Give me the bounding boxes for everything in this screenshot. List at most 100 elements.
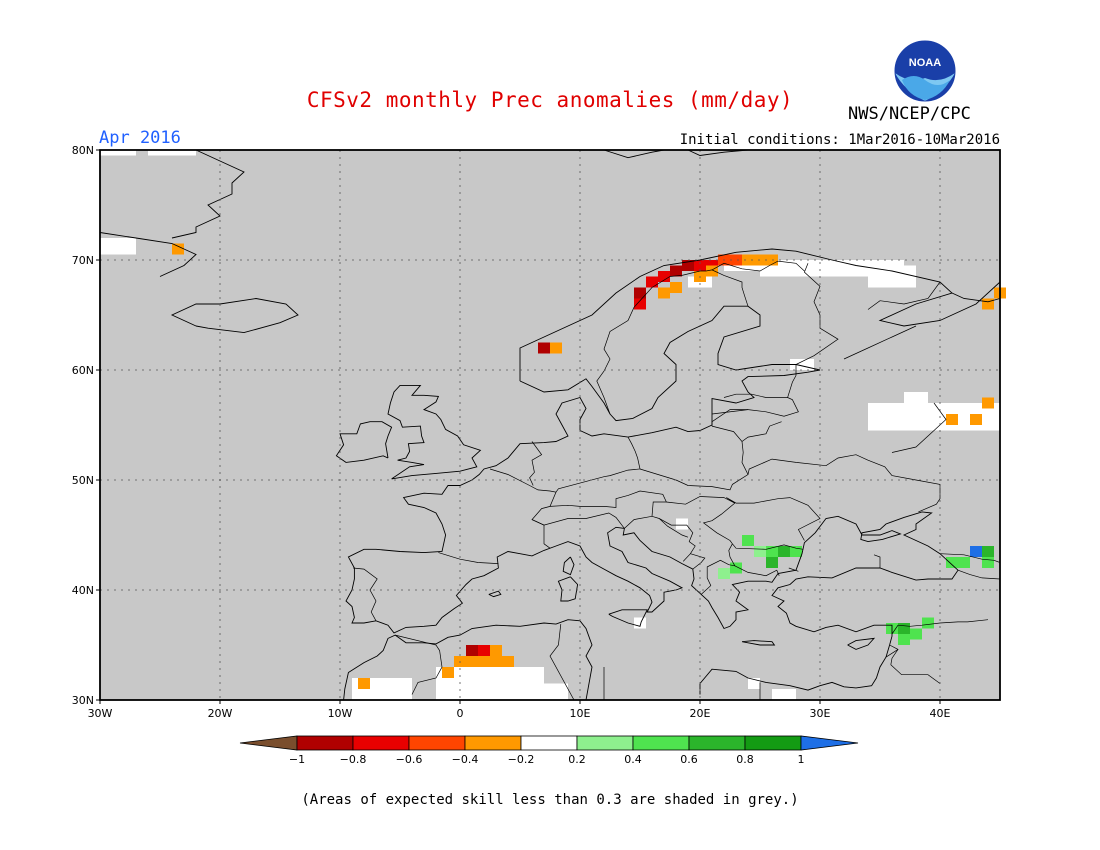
anomaly-cell [706,265,718,277]
coastline [847,637,876,650]
anomaly-cell [646,276,658,288]
country-border [897,619,989,627]
colorbar-segment [576,735,634,751]
anomaly-cell [910,628,922,640]
lat-label: 70N [72,254,94,267]
white-region [676,518,688,530]
lat-label: 30N [72,694,94,707]
anomaly-cell [634,298,646,310]
anomaly-cell [490,656,502,667]
colorbar-tick-label: −1 [289,753,305,766]
lon-label: 10W [328,707,353,720]
anomaly-cell [478,656,490,667]
colorbar-tick-label: −0.4 [452,753,479,766]
initial-conditions-label: Initial conditions: 1Mar2016-10Mar2016 [679,132,1000,148]
colorbar-tick-label: −0.6 [396,753,423,766]
colorbar-tick-label: −0.8 [340,753,367,766]
coastline [387,384,482,480]
anomaly-cell [946,557,958,568]
anomaly-cell [922,617,934,629]
white-region [760,265,916,277]
agency-label: NWS/NCEP/CPC [848,104,971,124]
anomaly-cell [742,254,754,266]
coastline [170,298,299,334]
anomaly-cell [754,546,766,557]
country-border [711,409,749,415]
anomaly-cell [982,546,994,557]
anomaly-cell [778,546,790,557]
graticule [100,150,1000,700]
colorbar-segment [744,735,802,751]
lat-label: 60N [72,364,94,377]
colorbar-tick-label: 0.4 [624,753,642,766]
lon-label: 10E [570,707,591,720]
white-region [148,150,196,156]
lat-label: 50N [72,474,94,487]
anomaly-cell [670,265,682,277]
anomaly-cell [658,271,670,282]
anomaly-cell [466,656,478,667]
country-border [734,565,780,577]
colorbar-segment [632,735,690,751]
anomaly-cell [466,645,478,656]
coastline [488,590,502,598]
country-border [596,270,706,415]
colorbar-tick-label: 0.6 [680,753,698,766]
anomaly-cell [490,645,502,656]
country-border [889,644,899,665]
colorbar-high-triangle [800,735,859,751]
anomaly-cell [478,645,490,656]
country-border [353,567,378,621]
colorbar-tick-label: 0.2 [568,753,586,766]
coastline [562,556,575,576]
lat-label: 80N [72,144,94,157]
country-border [788,567,799,572]
coastline [951,292,1001,303]
anomaly-cell [550,342,562,354]
white-region [634,617,646,629]
anomaly-cell [634,287,646,299]
country-border [843,325,917,360]
country-border [700,543,736,595]
country-border [531,512,625,529]
lon-label: 30W [88,707,113,720]
white-region [868,271,916,288]
anomaly-cell [538,342,550,354]
colorbar-low-triangle [239,735,298,751]
coastline [335,421,393,463]
lat-label: 40N [72,584,94,597]
lon-label: 40E [930,707,951,720]
anomaly-cell [982,298,994,310]
lon-label: 0 [457,707,464,720]
country-border [957,569,1001,580]
country-border [489,468,557,549]
anomaly-cell [970,546,982,557]
country-border [891,402,947,453]
country-border [867,281,941,310]
white-region [772,689,796,700]
country-border [711,260,805,272]
noaa-logo-icon: NOAA [894,40,956,102]
country-border [395,634,443,695]
skill-footnote: (Areas of expected skill less than 0.3 a… [301,792,799,808]
anomaly-cell [442,667,454,678]
latitude-labels: 80N 70N 60N 50N 40N 30N [72,144,100,707]
anomaly-cell [898,634,910,645]
anomaly-cell [718,568,730,579]
coastline [741,640,776,646]
country-border [555,436,641,493]
coastline [687,149,749,156]
white-region [520,683,568,700]
map-frame [99,149,1001,701]
country-border [651,501,667,517]
lon-label: 20W [208,707,233,720]
land-background [100,150,1000,700]
coastline [603,149,665,159]
white-region [100,238,136,255]
anomaly-cell [682,260,694,271]
anomaly-cell [742,535,754,546]
country-border [438,552,499,564]
colorbar-segment [464,735,522,751]
white-region [904,392,928,403]
